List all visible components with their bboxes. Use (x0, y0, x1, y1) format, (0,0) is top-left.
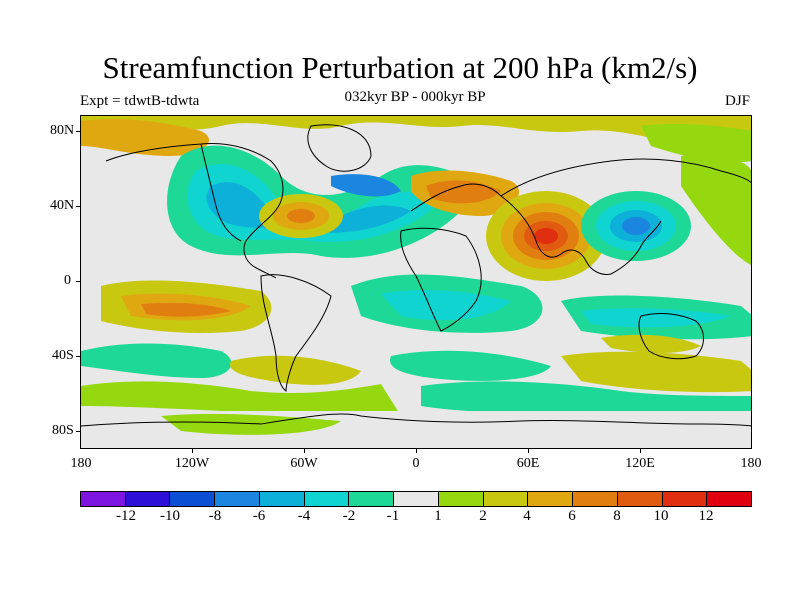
lon-label-120e: 120E (625, 456, 655, 471)
lat-tick (76, 431, 80, 432)
colorbar-swatch (394, 492, 439, 506)
lat-label-eq: 0 (64, 273, 71, 288)
colorbar-swatch (215, 492, 260, 506)
colorbar-swatch (483, 492, 529, 506)
lon-tick (192, 449, 193, 453)
colorbar-label: 12 (698, 508, 714, 524)
lat-label-80n: 80N (50, 123, 75, 138)
colorbar-label: -8 (208, 508, 222, 524)
map-subtitle: 032kyr BP - 000kyr BP (344, 89, 486, 105)
lon-tick (416, 449, 417, 453)
lat-tick (76, 281, 80, 282)
colorbar-label: 2 (479, 508, 487, 524)
colorbar-label: -1 (386, 508, 400, 524)
season-label: DJF (724, 93, 750, 109)
map-panel (80, 115, 752, 449)
lon-tick (640, 449, 641, 453)
streamfunction-field (81, 116, 751, 448)
lat-label-40n: 40N (50, 198, 75, 213)
colorbar-label: 6 (568, 508, 576, 524)
colorbar-label: 10 (653, 508, 669, 524)
colorbar-swatch (573, 492, 618, 506)
lon-label-60w: 60W (290, 456, 318, 471)
map-title: Streamfunction Perturbation at 200 hPa (… (102, 50, 698, 85)
colorbar-label: -6 (252, 508, 266, 524)
lon-tick (528, 449, 529, 453)
lat-tick (76, 206, 80, 207)
colorbar-label: -12 (116, 508, 136, 524)
colorbar-swatch (438, 492, 484, 506)
colorbar-label: -2 (342, 508, 356, 524)
colorbar-swatch (707, 492, 752, 506)
lon-label-180e: 180 (740, 456, 762, 471)
colorbar-swatch (528, 492, 574, 506)
colorbar-swatch (304, 492, 350, 506)
colorbar-swatch (259, 492, 305, 506)
colorbar-label: -4 (297, 508, 311, 524)
colorbar-swatch (125, 492, 171, 506)
lon-label-180w: 180 (70, 456, 92, 471)
colorbar-swatch (617, 492, 663, 506)
lat-tick (76, 131, 80, 132)
lon-tick (304, 449, 305, 453)
colorbar-label: 4 (523, 508, 531, 524)
colorbar-label: 8 (613, 508, 621, 524)
lat-label-80s: 80S (52, 423, 74, 438)
colorbar-swatch (349, 492, 395, 506)
lon-label-120w: 120W (174, 456, 210, 471)
colorbar (80, 491, 752, 507)
colorbar-swatch (81, 492, 126, 506)
lat-tick (76, 356, 80, 357)
experiment-label: Expt = tdwtB-tdwta (80, 93, 200, 109)
colorbar-swatch (170, 492, 216, 506)
colorbar-label: 1 (434, 508, 442, 524)
colorbar-swatch (662, 492, 708, 506)
lon-label-60e: 60E (516, 456, 540, 471)
lat-label-40s: 40S (52, 348, 74, 363)
lon-label-0: 0 (412, 456, 420, 471)
colorbar-label: -10 (160, 508, 180, 524)
